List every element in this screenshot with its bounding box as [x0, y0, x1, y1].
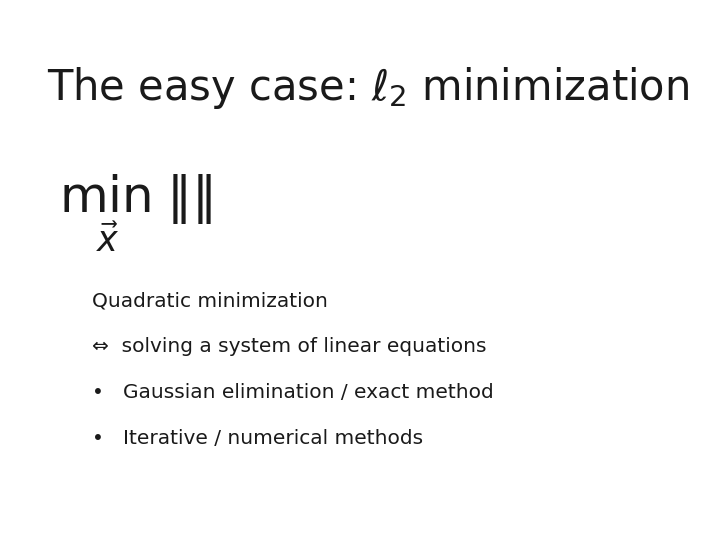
- Text: •   Iterative / numerical methods: • Iterative / numerical methods: [91, 429, 423, 448]
- Text: The easy case: $\ell_2$ minimization: The easy case: $\ell_2$ minimization: [48, 65, 690, 111]
- Text: Quadratic minimization: Quadratic minimization: [91, 292, 328, 310]
- Text: •   Gaussian elimination / exact method: • Gaussian elimination / exact method: [91, 383, 493, 402]
- Text: ⇔  solving a system of linear equations: ⇔ solving a system of linear equations: [91, 338, 486, 356]
- Text: $\underset{\vec{x}}{\min}\;\|\|$: $\underset{\vec{x}}{\min}\;\|\|$: [59, 173, 212, 254]
